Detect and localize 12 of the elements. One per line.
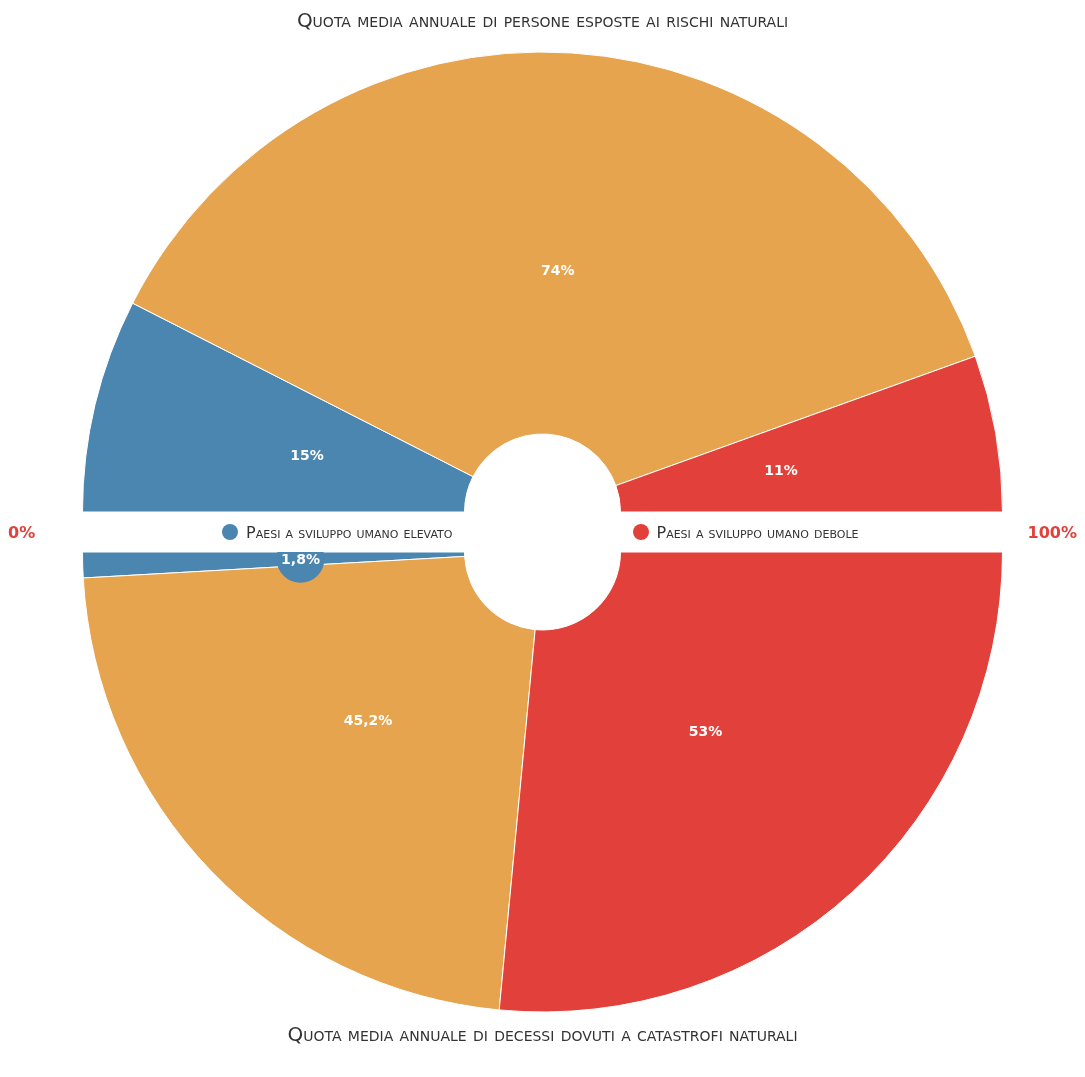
text: 0% xyxy=(8,522,37,542)
data-label: 45,2% xyxy=(343,711,393,728)
data-label: 11% xyxy=(764,462,798,479)
text: Quota media annuale di decessi dovuti a catastrofi naturali xyxy=(286,1022,799,1048)
data-label: 74% xyxy=(540,262,575,279)
data-label: 15% xyxy=(290,447,324,464)
data-label: 1,8% xyxy=(281,550,320,567)
text: 100% xyxy=(1026,522,1077,542)
data-label: 53% xyxy=(688,723,723,740)
legend-label: Paesi a sviluppo umano elevato xyxy=(246,522,453,542)
legend-label: Paesi a sviluppo umano debole xyxy=(656,522,859,542)
chart-title: Quota media annuale di persone esposte ai rischi naturali xyxy=(295,8,790,34)
